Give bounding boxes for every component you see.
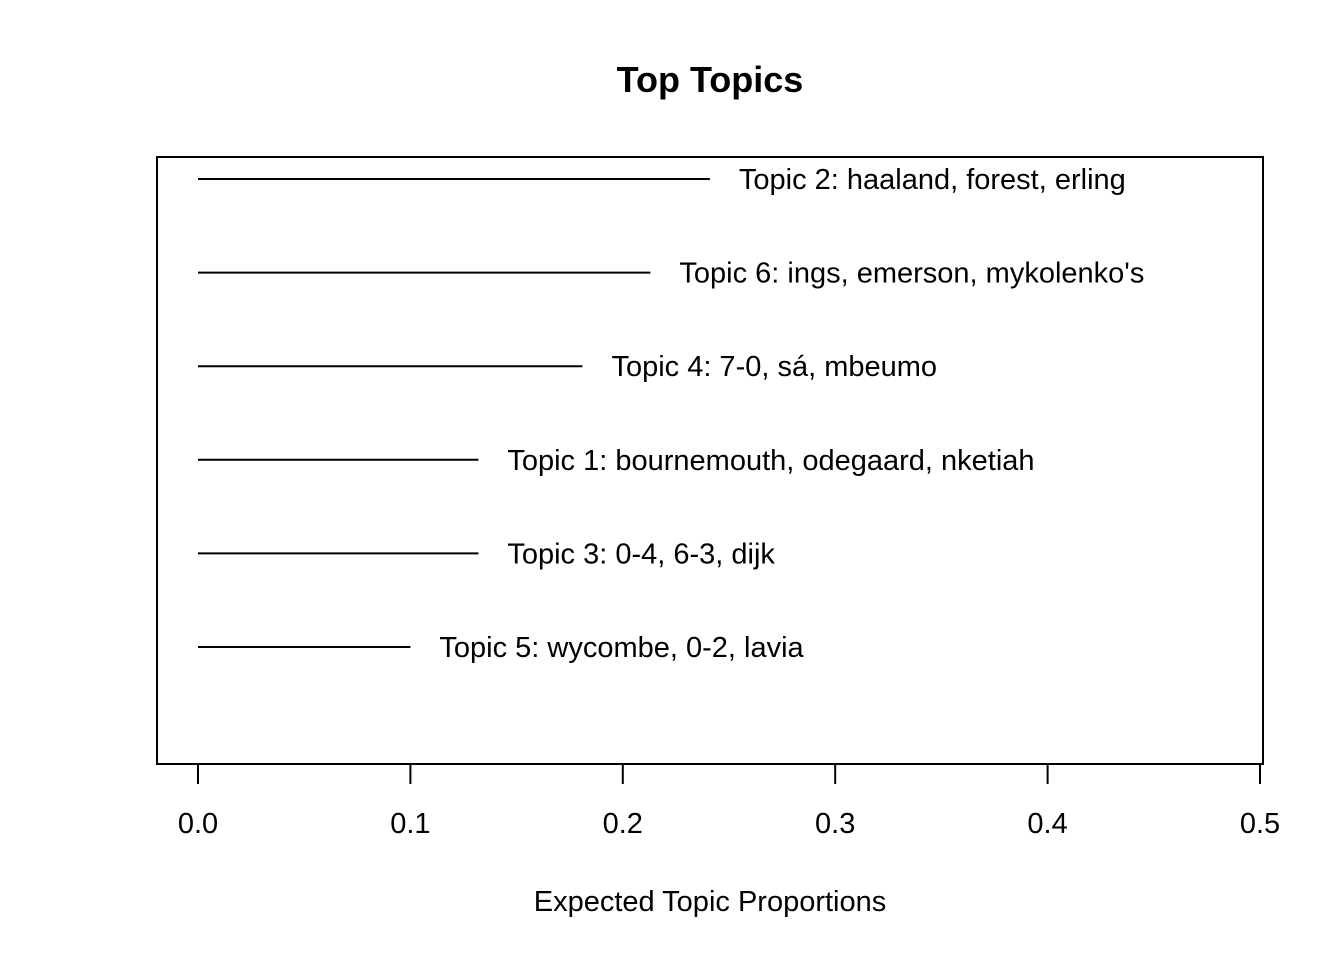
topic-label: Topic 6: ings, emerson, mykolenko's: [679, 258, 1144, 290]
topic-lines: Topic 2: haaland, forest, erling Topic 6:…: [198, 164, 1144, 664]
x-axis: 0.0 0.1 0.2 0.3 0.4 0.5: [178, 763, 1280, 840]
x-tick-label: 0.3: [815, 808, 855, 840]
x-tick-label: 0.1: [390, 808, 430, 840]
topic-label: Topic 2: haaland, forest, erling: [739, 164, 1126, 196]
x-tick-label: 0.2: [603, 808, 643, 840]
topic-label: Topic 1: bournemouth, odegaard, nketiah: [507, 445, 1034, 477]
x-tick-label: 0.5: [1240, 808, 1280, 840]
x-tick-label: 0.0: [178, 808, 218, 840]
x-tick-label: 0.4: [1027, 808, 1067, 840]
topic-label: Topic 3: 0-4, 6-3, dijk: [507, 538, 775, 570]
x-axis-title: Expected Topic Proportions: [534, 886, 887, 918]
chart-title: Top Topics: [617, 59, 804, 100]
topic-label: Topic 4: 7-0, sá, mbeumo: [611, 351, 937, 383]
topic-label: Topic 5: wycombe, 0-2, lavia: [439, 632, 804, 664]
